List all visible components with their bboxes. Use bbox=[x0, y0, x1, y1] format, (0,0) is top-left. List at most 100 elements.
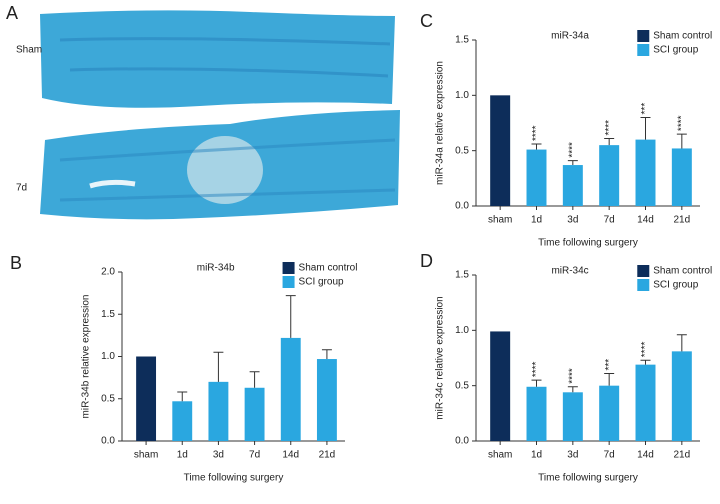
legend-label: Sham control bbox=[653, 266, 712, 277]
legend-swatch bbox=[637, 265, 650, 277]
panel-label: A bbox=[6, 3, 18, 23]
significance: **** bbox=[676, 115, 687, 131]
x-tick-label: sham bbox=[488, 215, 512, 226]
x-tick-label: 14d bbox=[282, 450, 299, 461]
bar bbox=[671, 148, 692, 206]
x-tick-label: 7d bbox=[249, 450, 260, 461]
significance: **** bbox=[531, 125, 542, 141]
legend-label: SCI group bbox=[653, 45, 698, 56]
row-label: Sham bbox=[16, 45, 42, 56]
x-axis-label: Time following surgery bbox=[184, 473, 284, 484]
bar bbox=[526, 386, 547, 441]
y-tick-label: 1.5 bbox=[455, 35, 469, 46]
chart-title: miR-34a bbox=[551, 31, 589, 42]
legend-label: SCI group bbox=[653, 280, 698, 291]
bar bbox=[599, 145, 620, 206]
error-bar bbox=[213, 351, 224, 382]
x-tick-label: 3d bbox=[213, 450, 224, 461]
x-tick-label: 1d bbox=[531, 215, 542, 226]
bar bbox=[562, 392, 583, 441]
y-tick-label: 0.0 bbox=[101, 436, 115, 447]
y-tick-label: 1.0 bbox=[455, 90, 469, 101]
legend-label: Sham control bbox=[653, 31, 712, 42]
legend-swatch bbox=[637, 44, 650, 56]
significance: **** bbox=[567, 142, 578, 158]
bar bbox=[635, 139, 656, 206]
significance: **** bbox=[531, 361, 542, 377]
bar bbox=[280, 337, 301, 441]
bar bbox=[562, 165, 583, 206]
bar bbox=[244, 387, 265, 441]
x-tick-label: 14d bbox=[637, 215, 654, 226]
lesion bbox=[187, 136, 263, 204]
x-tick-label: 3d bbox=[567, 450, 578, 461]
y-tick-label: 0.5 bbox=[455, 145, 469, 156]
error-bar bbox=[640, 116, 651, 140]
y-axis-label: miR-34c relative expression bbox=[435, 296, 446, 419]
y-tick-label: 0.5 bbox=[101, 393, 115, 404]
bar bbox=[635, 364, 656, 441]
x-tick-label: sham bbox=[134, 450, 158, 461]
tissue-strip bbox=[40, 10, 395, 108]
y-axis-label: miR-34a relative expression bbox=[435, 61, 446, 185]
x-tick-label: 21d bbox=[673, 450, 690, 461]
significance: *** bbox=[604, 359, 615, 371]
tissue-texture bbox=[89, 179, 136, 189]
error-bar bbox=[676, 133, 687, 149]
significance: **** bbox=[604, 120, 615, 136]
legend-label: SCI group bbox=[299, 277, 344, 288]
chart-title: miR-34b bbox=[197, 263, 235, 274]
y-tick-label: 0.5 bbox=[455, 380, 469, 391]
histology-panel: A Sham 7d bbox=[6, 3, 400, 220]
panel-label: C bbox=[420, 11, 433, 31]
significance: *** bbox=[640, 103, 651, 115]
legend-swatch bbox=[282, 262, 295, 274]
legend-swatch bbox=[637, 30, 650, 42]
y-tick-label: 1.5 bbox=[455, 270, 469, 281]
error-bar bbox=[640, 359, 651, 365]
significance: **** bbox=[567, 368, 578, 384]
x-tick-label: 7d bbox=[604, 215, 615, 226]
x-tick-label: 14d bbox=[637, 450, 654, 461]
bar bbox=[136, 356, 157, 441]
significance: **** bbox=[640, 342, 651, 358]
bar bbox=[599, 385, 620, 441]
error-bar bbox=[531, 379, 542, 387]
y-axis-label: miR-34b relative expression bbox=[81, 295, 92, 419]
bar bbox=[526, 149, 547, 206]
y-tick-label: 0.0 bbox=[455, 436, 469, 447]
bar bbox=[671, 351, 692, 441]
y-tick-label: 1.5 bbox=[101, 309, 115, 320]
error-bar bbox=[567, 386, 578, 393]
x-tick-label: 7d bbox=[604, 450, 615, 461]
x-axis-label: Time following surgery bbox=[538, 238, 638, 249]
x-tick-label: 21d bbox=[319, 450, 336, 461]
x-tick-label: sham bbox=[488, 450, 512, 461]
error-bar bbox=[604, 372, 615, 386]
row-label: 7d bbox=[16, 183, 27, 194]
error-bar bbox=[249, 371, 260, 388]
bar bbox=[208, 381, 229, 441]
x-tick-label: 1d bbox=[177, 450, 188, 461]
x-tick-label: 1d bbox=[531, 450, 542, 461]
error-bar bbox=[321, 349, 332, 360]
tissue-texture bbox=[59, 37, 391, 78]
bar bbox=[172, 401, 193, 441]
error-bar bbox=[567, 160, 578, 166]
y-tick-label: 0.0 bbox=[455, 201, 469, 212]
panel-label: B bbox=[10, 253, 22, 273]
bar bbox=[316, 359, 337, 441]
error-bar bbox=[285, 295, 296, 338]
bar bbox=[490, 95, 511, 206]
x-axis-label: Time following surgery bbox=[538, 473, 638, 484]
y-tick-label: 1.0 bbox=[101, 351, 115, 362]
tissue-texture bbox=[59, 138, 396, 202]
x-tick-label: 21d bbox=[673, 215, 690, 226]
legend-swatch bbox=[282, 276, 295, 288]
error-bar bbox=[531, 143, 542, 150]
error-bar bbox=[604, 137, 615, 146]
legend-label: Sham control bbox=[299, 263, 358, 274]
y-tick-label: 1.0 bbox=[455, 325, 469, 336]
error-bar bbox=[177, 391, 188, 402]
